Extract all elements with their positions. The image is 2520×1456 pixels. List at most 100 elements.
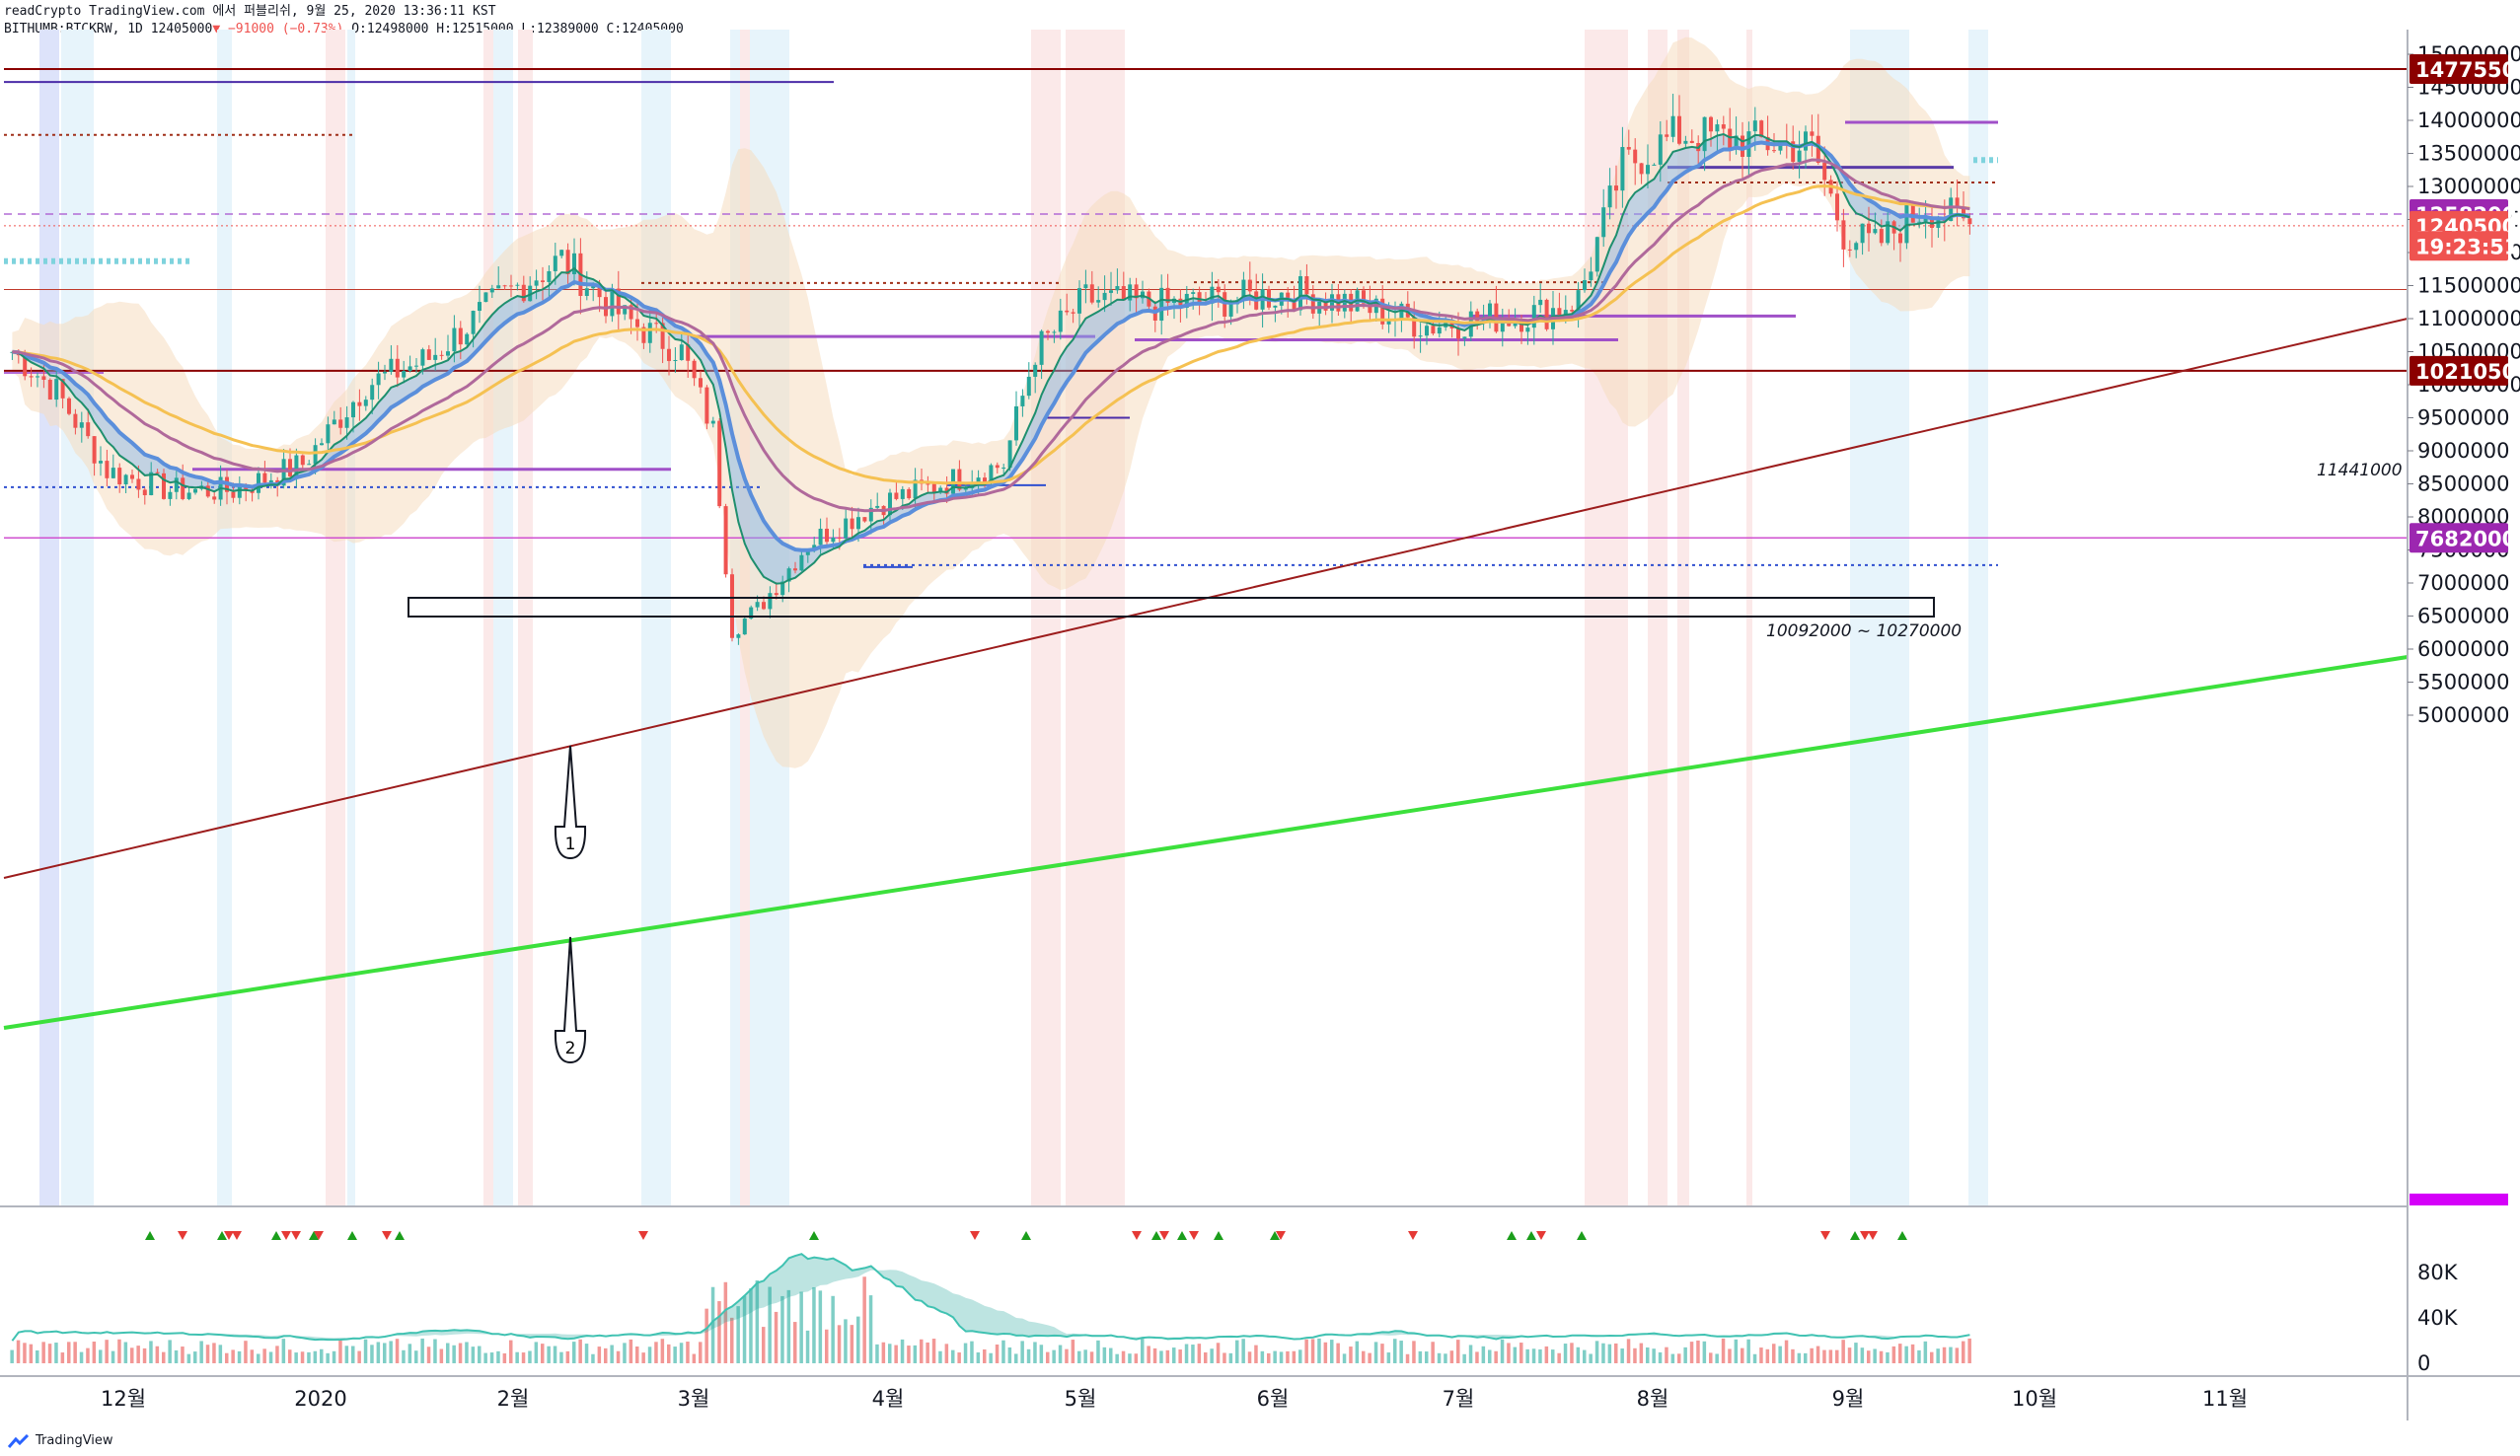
level-label: 11441000 [2317, 461, 2403, 480]
tradingview-logo[interactable]: TradingView [8, 1433, 113, 1448]
volume-ma-line [11, 1253, 1970, 1342]
sell-signal-marker [281, 1231, 291, 1240]
volume-bar [1778, 1346, 1782, 1363]
candle-body [111, 468, 115, 478]
volume-bar [79, 1351, 84, 1363]
volume-bar [1267, 1352, 1271, 1363]
volume-bar [951, 1349, 955, 1363]
volume-bar [1437, 1352, 1442, 1363]
volume-bar [181, 1347, 185, 1363]
candle-body [326, 424, 331, 444]
candle-body [604, 297, 608, 317]
candle-body [1570, 310, 1575, 312]
volume-bar [294, 1352, 298, 1363]
candle-body [805, 549, 810, 555]
candle-body [1962, 207, 1965, 219]
buy-signal-marker [309, 1231, 319, 1240]
candle-body [174, 477, 179, 492]
svg-text:2: 2 [565, 1039, 576, 1058]
time-tick-label: 11월 [2202, 1387, 2248, 1411]
volume-bar [755, 1279, 760, 1363]
volume-bar [1633, 1347, 1637, 1363]
candle-body [565, 250, 570, 274]
volume-bar [1077, 1350, 1081, 1363]
volume-bar [370, 1345, 374, 1363]
volume-bar [1273, 1350, 1277, 1363]
volume-bar [1917, 1349, 1921, 1363]
price-tag-label: 7682000 [2415, 527, 2516, 550]
volume-bar [1279, 1351, 1284, 1363]
highlight-band [1746, 30, 1752, 1206]
candle-body [117, 468, 122, 485]
time-tick-label: 2020 [294, 1387, 346, 1411]
volume-bar [1046, 1351, 1050, 1363]
trend-line-green[interactable] [3, 655, 2409, 1030]
candle-body [1425, 326, 1429, 336]
candle-body [471, 311, 476, 334]
volume-bar [1355, 1341, 1360, 1363]
volume-bar [420, 1338, 424, 1363]
volume-bar [351, 1346, 355, 1363]
volume-bar [1507, 1343, 1511, 1363]
volume-tick-label: 0 [2417, 1351, 2430, 1375]
time-axis[interactable]: 12월 2020 2월 3월 4월 5월 6월 7월 8월 9월 10월 11월 [101, 1387, 2248, 1411]
volume-tick-label: 80K [2417, 1261, 2459, 1284]
highlight-band [1031, 30, 1061, 1206]
ohlc-values: O:12498000 H:12515000 L:12389000 C:12405… [351, 22, 684, 36]
candle-body [1689, 140, 1694, 144]
candle-body [1721, 124, 1726, 129]
volume-bar [300, 1351, 305, 1363]
volume-bar [686, 1342, 690, 1363]
candle-body [1500, 320, 1505, 332]
candle-body [1557, 308, 1562, 316]
volume-bar [907, 1346, 911, 1363]
candle-body [1665, 134, 1669, 137]
volume-bar [616, 1350, 621, 1363]
volume-bar [888, 1344, 892, 1363]
volume-bar [1456, 1340, 1460, 1363]
buy-signal-marker [1021, 1231, 1031, 1240]
candle-body [1519, 319, 1523, 332]
candle-body [1867, 223, 1871, 234]
candle-body [749, 607, 754, 619]
volume-bar [1147, 1346, 1150, 1363]
volume-bar [1563, 1344, 1568, 1363]
candle-body [926, 483, 930, 485]
candle-body [647, 323, 652, 343]
volume-bar [446, 1343, 450, 1363]
candle-body [774, 593, 778, 596]
volume-bar [1475, 1351, 1479, 1363]
buy-signal-marker [217, 1231, 227, 1240]
volume-bar [1538, 1348, 1542, 1363]
candle-body [1677, 115, 1681, 144]
volume-bar [1254, 1345, 1258, 1363]
volume-bar [1626, 1339, 1631, 1363]
sell-signal-marker [1408, 1231, 1418, 1240]
candle-body [944, 487, 949, 494]
volume-bar [1614, 1343, 1618, 1363]
price-tag-box-clipped [2409, 1194, 2508, 1205]
volume-bar [29, 1344, 34, 1363]
time-tick-label: 8월 [1637, 1387, 1669, 1411]
candle-body [597, 285, 602, 298]
change-label: ▼ −91000 (−0.73%) [212, 22, 344, 36]
time-tick-label: 12월 [101, 1387, 146, 1411]
volume-bar [541, 1344, 545, 1363]
candle-body [1563, 310, 1568, 316]
candle-body [439, 354, 444, 356]
volume-bar [1152, 1347, 1157, 1363]
candle-body [1065, 310, 1070, 313]
volume-bar [41, 1342, 45, 1363]
candle-body [692, 360, 697, 379]
support-zone-box[interactable] [408, 597, 1935, 618]
candle-body [363, 400, 368, 406]
volume-bar [584, 1344, 589, 1363]
candle-body [679, 344, 684, 360]
candle-body [376, 373, 381, 386]
candle-body [1298, 276, 1302, 311]
ma-blue-line [12, 140, 1970, 552]
candle-body [307, 464, 312, 466]
volume-bar [793, 1322, 797, 1363]
volume-bar [1500, 1339, 1505, 1363]
